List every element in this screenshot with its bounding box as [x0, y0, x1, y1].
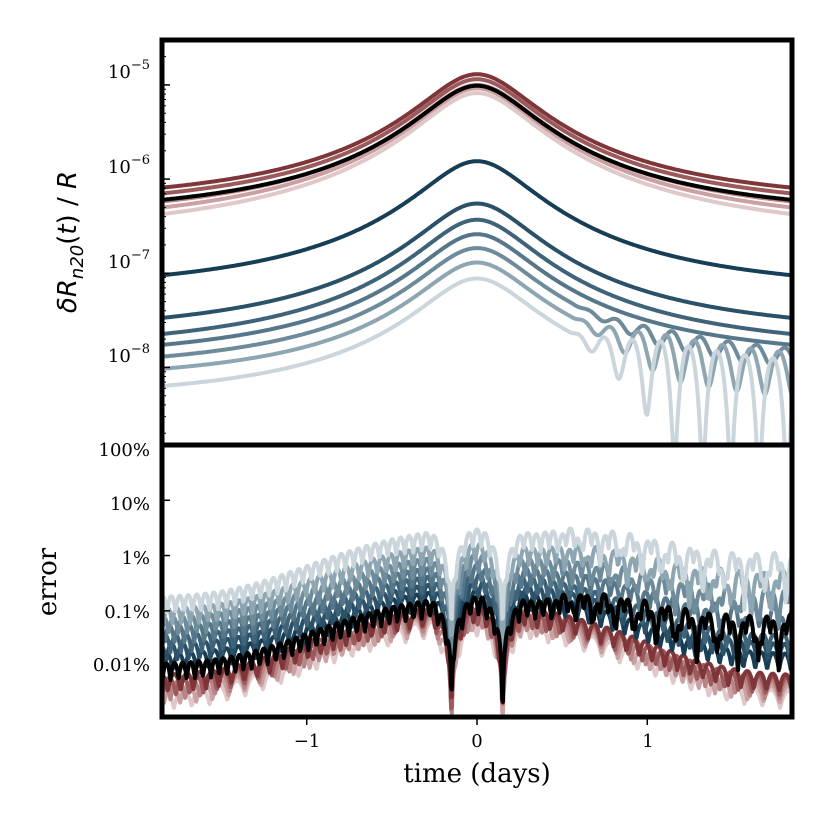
- bottom-ytick-label-0.01: 0.01%: [93, 655, 150, 676]
- xtick-label-0: 0: [471, 731, 482, 752]
- bottom-ytick-label-1: 1%: [121, 548, 150, 569]
- x-axis-title: time (days): [403, 759, 551, 789]
- xtick-label-neg1: −1: [294, 731, 321, 752]
- top-ytick-label-1e-7: 10−7: [108, 248, 150, 273]
- top-series-red-5: [162, 91, 792, 217]
- bottom-ytick-label-10: 10%: [110, 494, 150, 515]
- top-ytick-label-1e-6: 10−6: [108, 153, 150, 178]
- bottom-panel-frame: [159, 442, 795, 720]
- top-series-red-2: [162, 77, 792, 196]
- top-ytick-label-1e-8: 10−8: [108, 342, 150, 367]
- top-series-blue-7: [162, 276, 792, 445]
- bottom-ytick-label-0.1: 0.1%: [104, 602, 150, 623]
- top-series-blue-1: [162, 159, 792, 278]
- top-series-blue-6: [162, 260, 792, 397]
- bottom-ytick-label-100: 100%: [99, 440, 150, 461]
- top-series-blue-3: [162, 217, 792, 336]
- top-y-axis-title: δRn20(t) / R: [53, 171, 88, 313]
- top-panel-series: [162, 72, 792, 445]
- top-series-blue-2: [162, 201, 792, 320]
- top-series-red-1: [162, 72, 792, 190]
- bottom-panel-series: [162, 526, 792, 716]
- top-series-red-3: [162, 82, 792, 204]
- top-series-blue-4: [162, 232, 792, 347]
- bottom-y-axis-title: error: [33, 547, 63, 616]
- top-ytick-label-1e-5: 10−5: [108, 58, 150, 83]
- bottom-series-red-5: [162, 618, 792, 710]
- bottom-series-reference: [162, 592, 792, 704]
- top-series-red-4: [162, 86, 792, 210]
- bottom-series-blue-7: [162, 526, 792, 621]
- xtick-label-1: 1: [642, 731, 653, 752]
- top-series-reference: [162, 83, 792, 202]
